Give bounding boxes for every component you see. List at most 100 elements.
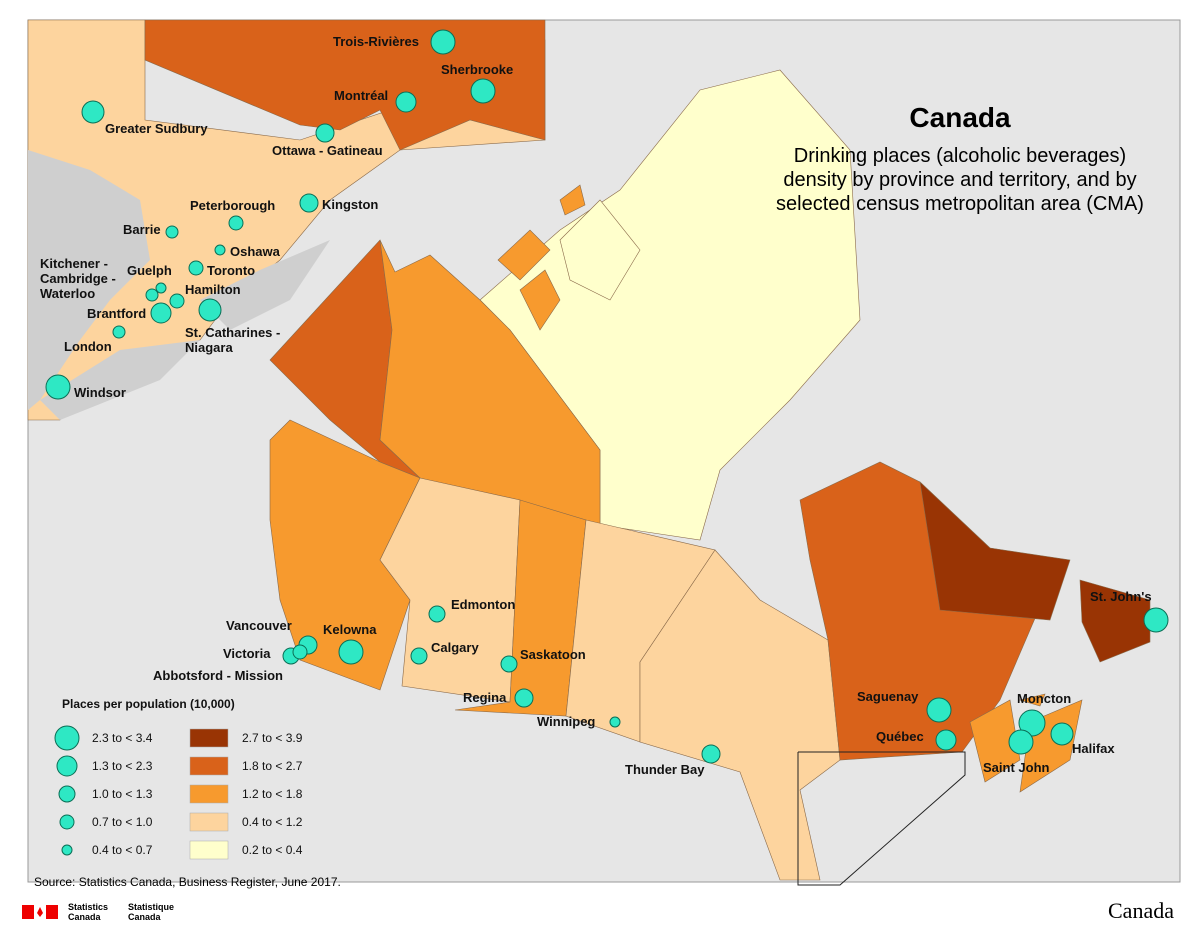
city-marker xyxy=(935,729,957,751)
legend-circle xyxy=(59,814,75,830)
city-marker xyxy=(150,302,172,324)
city-marker xyxy=(112,325,126,339)
city-label: Moncton xyxy=(1017,691,1072,706)
legend-label: 1.8 to < 2.7 xyxy=(242,759,303,773)
newfoundland xyxy=(1079,579,1151,663)
city-marker xyxy=(198,298,222,322)
city-marker xyxy=(155,282,167,294)
city-label: Vancouver xyxy=(226,618,292,633)
subtitle: selected census metropolitan area (CMA) xyxy=(776,193,1144,215)
city-marker xyxy=(395,91,417,113)
legend-swatch xyxy=(189,784,229,804)
inset-locator xyxy=(797,751,966,886)
city-marker xyxy=(410,647,428,665)
city-label: Peterborough xyxy=(190,198,276,213)
city-label: St. Catharines - Niagara xyxy=(185,325,281,355)
city-label: Kelowna xyxy=(323,622,377,637)
city-label: Toronto xyxy=(207,263,256,278)
subtitle: density by province and territory, and b… xyxy=(783,169,1137,191)
nunavut-island xyxy=(559,199,641,301)
legend-label: 1.3 to < 2.3 xyxy=(92,759,153,773)
legend-swatch xyxy=(189,756,229,776)
city-label: Abbotsford - Mission xyxy=(153,668,283,683)
legend-swatch xyxy=(189,812,229,832)
city-label: Kingston xyxy=(322,197,379,212)
legend-circle xyxy=(54,725,80,751)
title: Canada xyxy=(909,102,1011,133)
city-marker xyxy=(1143,607,1169,633)
city-label: Montréal xyxy=(334,88,389,103)
city-label: Oshawa xyxy=(230,244,280,259)
city-label: Saint John xyxy=(983,760,1050,775)
city-marker xyxy=(1018,709,1046,737)
island xyxy=(497,229,551,281)
legend-label: 1.2 to < 1.8 xyxy=(242,787,303,801)
city-marker xyxy=(470,78,496,104)
subtitle: Drinking places (alcoholic beverages) xyxy=(793,145,1127,167)
city-marker xyxy=(45,374,71,400)
city-marker xyxy=(338,639,364,665)
island xyxy=(559,184,586,216)
legend-circle xyxy=(61,844,73,856)
city-marker xyxy=(81,100,105,124)
city-label: Saguenay xyxy=(857,689,919,704)
city-label: Kitchener - Cambridge - Waterloo xyxy=(40,256,116,301)
city-label: Brantford xyxy=(87,306,147,321)
city-marker xyxy=(299,193,319,213)
city-marker xyxy=(926,697,952,723)
city-marker xyxy=(292,644,308,660)
city-label: Guelph xyxy=(127,263,172,278)
flag-right xyxy=(46,905,58,919)
legend-label: 2.7 to < 3.9 xyxy=(242,731,303,745)
city-marker xyxy=(188,260,204,276)
city-marker xyxy=(169,293,185,309)
legend-label: 0.4 to < 0.7 xyxy=(92,843,153,857)
legend-label: 0.2 to < 0.4 xyxy=(242,843,303,857)
city-label: London xyxy=(64,339,112,354)
city-label: Greater Sudbury xyxy=(105,121,208,136)
city-label: Saskatoon xyxy=(520,647,586,662)
city-label: Calgary xyxy=(431,640,479,655)
city-label: Trois-Rivières xyxy=(333,34,419,49)
pei xyxy=(1018,693,1046,707)
city-label: Thunder Bay xyxy=(625,762,705,777)
city-label: Windsor xyxy=(74,385,126,400)
legend-title: Places per population (10,000) xyxy=(62,697,235,711)
legend-label: 0.4 to < 1.2 xyxy=(242,815,303,829)
city-label: Hamilton xyxy=(185,282,241,297)
city-marker xyxy=(500,655,518,673)
legend-circle xyxy=(56,755,78,777)
legend-label: 2.3 to < 3.4 xyxy=(92,731,153,745)
northwest-territories xyxy=(379,239,601,526)
city-marker xyxy=(428,605,446,623)
agency-fr: Statistique Canada xyxy=(128,902,175,922)
city-marker xyxy=(430,29,456,55)
city-marker xyxy=(145,288,159,302)
city-marker xyxy=(1008,729,1034,755)
city-label: St. John's xyxy=(1090,589,1152,604)
quebec xyxy=(799,461,1061,761)
wordmark: Canada xyxy=(1108,898,1174,923)
inset-lake-ontario xyxy=(200,240,330,330)
cities xyxy=(45,29,1169,764)
ontario xyxy=(639,549,841,881)
legend-circle xyxy=(58,785,76,803)
legend-label: 1.0 to < 1.3 xyxy=(92,787,153,801)
city-label: Barrie xyxy=(123,222,161,237)
new-brunswick xyxy=(969,699,1021,783)
labrador xyxy=(919,481,1071,621)
city-marker xyxy=(315,123,335,143)
city-label: Edmonton xyxy=(451,597,516,612)
maple-leaf xyxy=(37,907,43,917)
inset-lake-erie xyxy=(40,340,200,420)
legend-swatch xyxy=(189,840,229,860)
city-label: Regina xyxy=(463,690,507,705)
legend-label: 0.7 to < 1.0 xyxy=(92,815,153,829)
legend-swatch xyxy=(189,728,229,748)
city-marker xyxy=(514,688,534,708)
legend xyxy=(54,725,229,860)
city-marker xyxy=(228,215,244,231)
city-marker xyxy=(165,225,179,239)
city-marker xyxy=(701,744,721,764)
